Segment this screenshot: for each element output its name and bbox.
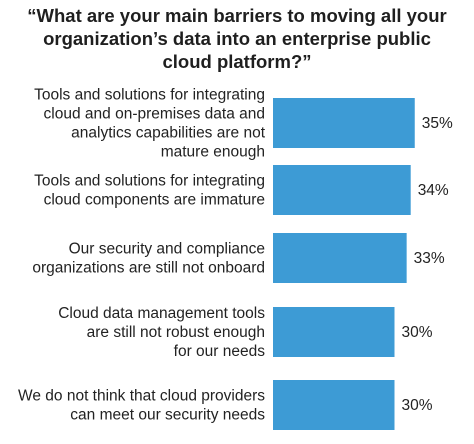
category-label-line: Cloud data management tools: [58, 305, 265, 322]
category-label-line: can meet our security needs: [70, 407, 265, 424]
bar-1: [273, 98, 415, 148]
chart-title-line-1: “What are your main barriers to moving a…: [27, 5, 447, 26]
value-label-5: 30%: [402, 397, 433, 414]
category-label-line: analytics capabilities are not: [71, 125, 266, 142]
chart-title-line-2: organization’s data into an enterprise p…: [43, 28, 431, 49]
category-label-line: We do not think that cloud providers: [18, 388, 265, 405]
category-label-line: Our security and compliance: [69, 241, 265, 258]
bar-4: [273, 307, 395, 357]
category-label-line: for our needs: [174, 343, 266, 360]
category-label-line: cloud components are immature: [44, 192, 265, 209]
value-label-4: 30%: [402, 324, 433, 341]
category-label-line: Tools and solutions for integrating: [34, 173, 265, 190]
value-label-1: 35%: [422, 115, 453, 132]
chart-title-line-3: cloud platform?”: [162, 51, 312, 72]
category-label-1: Tools and solutions for integrating cloud…: [34, 87, 266, 161]
value-label-2: 34%: [418, 182, 449, 199]
bar-2: [273, 165, 411, 215]
category-label-line: organizations are still not onboard: [32, 260, 265, 277]
bar-3: [273, 233, 407, 283]
category-label-line: are still not robust enough: [87, 324, 265, 341]
category-label-3: Our security and compliance organizations…: [32, 241, 265, 277]
value-label-3: 33%: [414, 250, 445, 267]
category-label-4: Cloud data management tools are still not…: [58, 305, 265, 360]
bar-5: [273, 380, 395, 430]
category-label-line: cloud and on-premises data and: [44, 106, 265, 123]
category-label-2: Tools and solutions for integrating cloud…: [34, 173, 265, 209]
category-label-5: We do not think that cloud providers can …: [18, 388, 265, 424]
category-label-line: Tools and solutions for integrating: [34, 87, 265, 104]
category-label-line: mature enough: [161, 144, 265, 161]
chart-title: “What are your main barriers to moving a…: [0, 4, 474, 73]
